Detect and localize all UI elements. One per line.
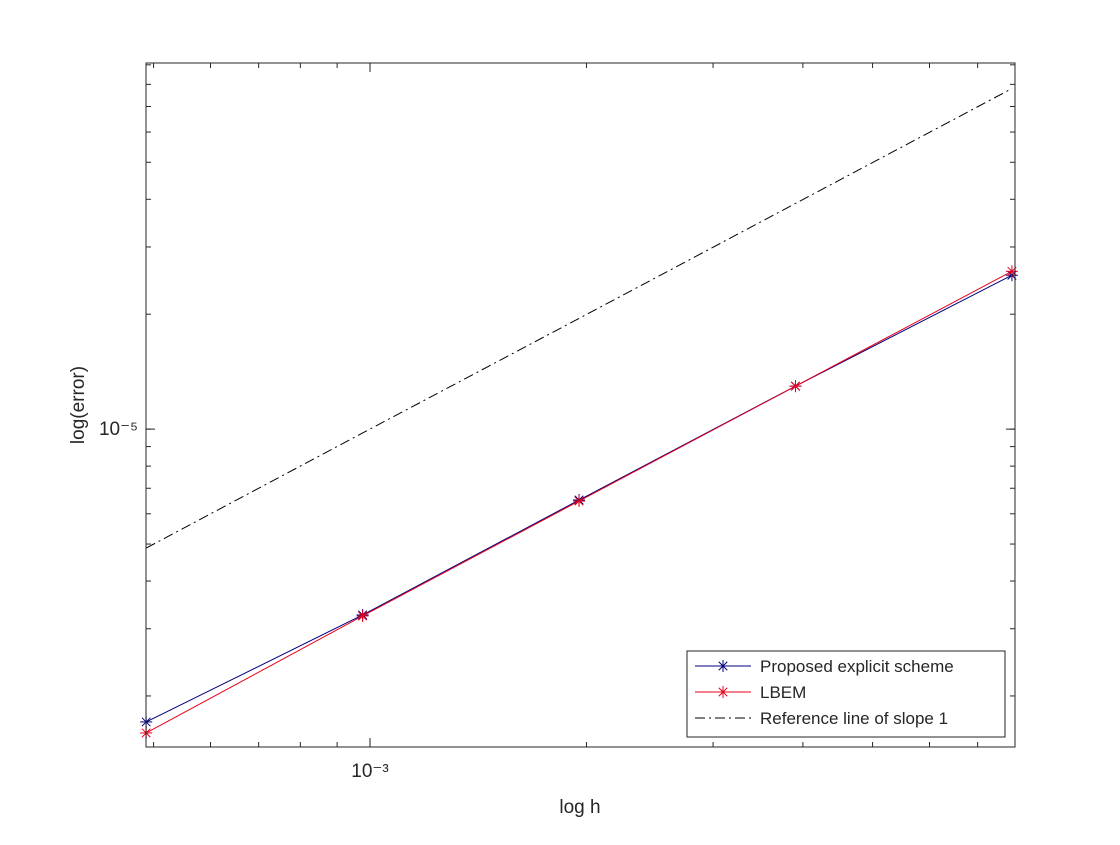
marker-stroke bbox=[718, 687, 728, 697]
legend-marker bbox=[717, 660, 729, 672]
legend-label: Reference line of slope 1 bbox=[760, 709, 948, 728]
marker-stroke bbox=[790, 381, 801, 391]
legend: Proposed explicit scheme LBEM Reference li… bbox=[686, 650, 1006, 738]
marker-stroke bbox=[358, 611, 368, 621]
data-point bbox=[573, 495, 586, 508]
marker-stroke bbox=[574, 496, 584, 506]
y-axis-label: log(error) bbox=[68, 366, 89, 444]
legend-label: LBEM bbox=[760, 683, 806, 702]
marker-stroke bbox=[718, 661, 728, 671]
plot-frame bbox=[145, 62, 1016, 748]
data-point bbox=[1005, 265, 1018, 278]
legend-marker bbox=[717, 686, 729, 698]
data-point bbox=[789, 380, 802, 393]
x-axis-label: log h bbox=[559, 797, 600, 818]
y-tick-label: 10⁻⁵ bbox=[99, 419, 138, 440]
legend-box bbox=[686, 650, 1006, 738]
series-line bbox=[145, 88, 1013, 549]
x-tick-label: 10⁻³ bbox=[351, 761, 389, 782]
data-point bbox=[356, 609, 369, 622]
legend-label: Proposed explicit scheme bbox=[760, 657, 954, 676]
